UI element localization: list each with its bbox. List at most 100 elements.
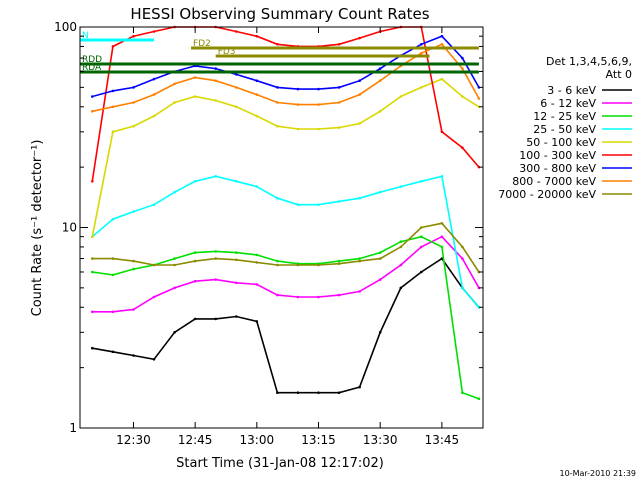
series-2 <box>91 235 481 314</box>
data-point <box>317 103 320 106</box>
data-point <box>111 89 115 93</box>
data-point <box>461 245 464 249</box>
data-point <box>276 196 279 200</box>
data-point <box>420 226 423 229</box>
data-point <box>235 180 238 183</box>
data-point <box>173 263 176 267</box>
legend-header: Att 0 <box>606 68 632 81</box>
data-point <box>173 331 176 334</box>
data-point <box>111 310 115 314</box>
data-point <box>132 354 135 357</box>
axis-ticks: 12:30 12:45 13:00 13:15 13:30 13:45 1 10 100 <box>54 20 483 447</box>
data-point <box>337 259 341 263</box>
data-point <box>255 34 259 38</box>
data-point <box>214 250 217 253</box>
data-point <box>337 391 341 395</box>
data-point <box>378 331 382 334</box>
series-1 <box>91 257 481 395</box>
data-point <box>399 95 403 98</box>
data-point <box>378 79 382 82</box>
data-point <box>235 281 238 285</box>
data-point <box>111 350 115 354</box>
data-point <box>255 283 259 286</box>
data-point <box>235 30 238 33</box>
data-point <box>276 259 279 263</box>
data-point <box>420 51 423 55</box>
data-point <box>420 180 423 183</box>
data-point <box>132 86 135 89</box>
data-point <box>317 391 320 395</box>
series-line <box>91 78 480 237</box>
data-point <box>214 79 217 82</box>
data-point <box>214 175 217 178</box>
data-point <box>132 124 135 128</box>
flag-label: RDA <box>82 63 102 73</box>
x-tick-label: 12:45 <box>178 433 213 447</box>
legend-label: 25 - 50 keV <box>533 123 596 136</box>
data-point <box>91 310 94 314</box>
data-point <box>337 126 341 129</box>
data-point <box>399 263 403 267</box>
data-point <box>420 86 423 89</box>
data-point <box>440 34 444 38</box>
data-point <box>358 122 361 125</box>
data-point <box>276 124 279 128</box>
data-point <box>173 82 176 86</box>
data-point <box>214 99 217 102</box>
data-point <box>477 270 481 274</box>
data-point <box>296 203 300 206</box>
data-point <box>276 293 279 297</box>
footer-date: 10-Mar-2010 21:39 <box>560 469 637 478</box>
data-point <box>477 306 481 309</box>
data-point <box>193 180 197 183</box>
data-point <box>173 286 176 290</box>
x-tick-label: 13:45 <box>425 433 460 447</box>
data-point <box>111 45 115 48</box>
data-point <box>317 295 320 299</box>
flag-label: RDD <box>82 55 102 65</box>
legend-label: 50 - 100 keV <box>526 136 596 149</box>
flag-label: FD3 <box>218 47 236 57</box>
data-point <box>337 262 341 266</box>
data-point <box>91 110 94 113</box>
data-point <box>255 320 259 323</box>
series-line <box>91 175 480 308</box>
data-point <box>91 95 94 98</box>
series-line <box>92 222 480 273</box>
data-point <box>440 77 444 81</box>
data-point <box>378 257 382 260</box>
series-layer <box>91 25 481 401</box>
data-point <box>132 34 135 38</box>
data-point <box>317 203 320 206</box>
series-line <box>92 235 480 400</box>
data-point <box>91 346 94 350</box>
data-point <box>399 240 403 243</box>
data-point <box>358 257 361 260</box>
y-tick-label: 10 <box>62 221 77 235</box>
data-point <box>477 105 481 109</box>
x-tick-label: 13:00 <box>240 433 275 447</box>
data-point <box>399 185 403 188</box>
data-point <box>399 245 403 249</box>
data-point <box>276 43 279 46</box>
data-point <box>440 245 444 249</box>
data-point <box>214 317 217 321</box>
data-point <box>358 79 361 82</box>
data-point <box>132 210 135 213</box>
data-point <box>235 105 238 109</box>
y-axis-label: Count Rate (s⁻¹ detector⁻¹) <box>30 140 45 317</box>
data-point <box>193 251 197 254</box>
data-point <box>132 267 135 271</box>
data-point <box>440 175 444 178</box>
data-point <box>214 278 217 281</box>
data-point <box>173 190 176 194</box>
chart-title: HESSI Observing Summary Count Rates <box>130 5 429 23</box>
data-point <box>440 257 444 260</box>
data-point <box>235 258 238 262</box>
data-point <box>111 105 115 109</box>
data-point <box>152 93 156 96</box>
data-point <box>337 200 341 203</box>
data-point <box>461 95 464 98</box>
data-point <box>132 101 135 104</box>
